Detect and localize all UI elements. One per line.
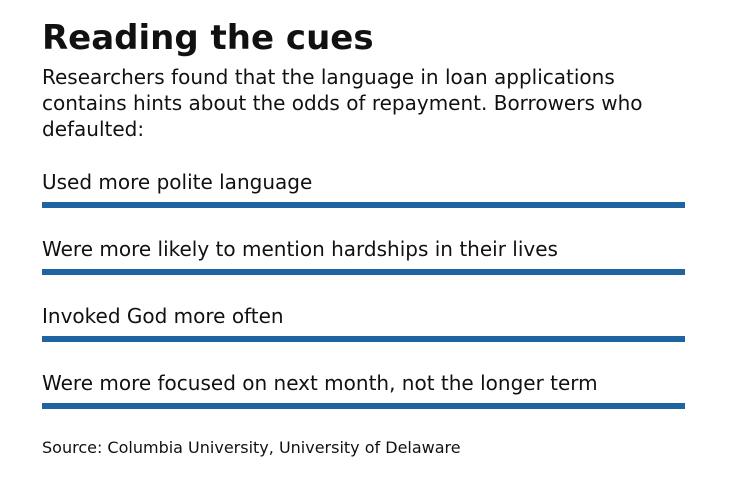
title: Reading the cues xyxy=(42,18,374,58)
source: Source: Columbia University, University … xyxy=(42,438,461,457)
finding: Invoked God more often xyxy=(42,304,685,342)
finding: Used more polite language xyxy=(42,170,685,208)
finding: Were more likely to mention hardships in… xyxy=(42,237,685,275)
finding: Were more focused on next month, not the… xyxy=(42,371,685,409)
subtitle: Researchers found that the language in l… xyxy=(42,65,643,141)
